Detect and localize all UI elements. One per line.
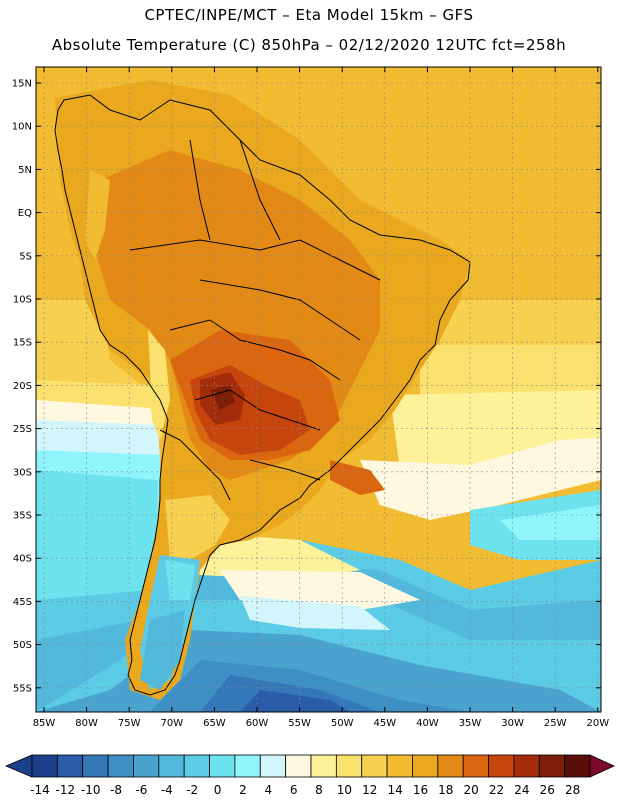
lon-label: 85W [33, 718, 56, 729]
colorbar-tick-label: 12 [362, 783, 377, 797]
lat-label: 20S [13, 381, 32, 392]
lat-label: 45S [13, 597, 32, 608]
colorbar-tick-label: 8 [315, 783, 323, 797]
lat-label: 10S [13, 295, 32, 306]
colorbar-swatch [412, 754, 439, 778]
title-line-1: CPTEC/INPE/MCT – Eta Model 15km – GFS [144, 6, 474, 24]
colorbar-tick-label: -6 [135, 783, 147, 797]
lon-label: 55W [288, 718, 311, 729]
colorbar-swatch [82, 754, 109, 778]
colorbar-swatch [310, 754, 337, 778]
lon-label: 30W [501, 718, 524, 729]
lat-label: 55S [13, 683, 32, 694]
colorbar-swatch [462, 754, 489, 778]
colorbar-swatch [209, 754, 236, 778]
colorbar-swatch [183, 754, 210, 778]
lat-label: 40S [13, 554, 32, 565]
colorbar-tick-label: -12 [56, 783, 76, 797]
colorbar-tick-label: -2 [186, 783, 198, 797]
colorbar [4, 754, 615, 778]
lon-label: 40W [416, 718, 439, 729]
colorbar-arrow-low [4, 754, 33, 778]
colorbar-tick-label: -14 [30, 783, 50, 797]
colorbar-tick-label: 14 [387, 783, 402, 797]
colorbar-tick-label: 24 [514, 783, 529, 797]
temperature-field [36, 67, 601, 712]
colorbar-tick-label: 6 [290, 783, 298, 797]
colorbar-swatch [31, 754, 58, 778]
colorbar-tick-label: 4 [264, 783, 272, 797]
colorbar-swatch [133, 754, 160, 778]
lat-label: EQ [18, 208, 32, 219]
colorbar-tick-label: 0 [214, 783, 222, 797]
lon-label: 70W [160, 718, 183, 729]
lon-label: 75W [118, 718, 141, 729]
lon-label: 25W [544, 718, 567, 729]
colorbar-swatch [361, 754, 388, 778]
colorbar-tick-label: 16 [413, 783, 428, 797]
lat-label: 25S [13, 424, 32, 435]
longitude-labels: 85W 80W 75W 70W 65W 60W 55W 50W 45W 40W 35W 30W 25W 2… [33, 718, 610, 729]
lat-label: 5N [18, 165, 32, 176]
colorbar-tick-label: 28 [565, 783, 580, 797]
colorbar-tick-label: 10 [337, 783, 352, 797]
lon-label: 50W [331, 718, 354, 729]
colorbar-swatch [107, 754, 134, 778]
colorbar-tick-label: 2 [239, 783, 247, 797]
colorbar-arrow-high [589, 754, 615, 778]
lat-label: 15N [12, 79, 32, 90]
colorbar-swatch [386, 754, 413, 778]
lat-label: 15S [13, 338, 32, 349]
lon-label: 35W [459, 718, 482, 729]
lat-label: 35S [13, 511, 32, 522]
colorbar-tick-label: 26 [540, 783, 555, 797]
colorbar-swatch [56, 754, 84, 778]
map-frame [35, 66, 602, 713]
lat-label: 5S [19, 251, 32, 262]
colorbar-tick-labels: -14 -12 -10 -8 -6 -4 -2 0 2 4 6 8 10 12 14 16 18 20 22 24 26… [30, 783, 580, 797]
colorbar-swatch [158, 754, 185, 778]
title-line-2: Absolute Temperature (C) 850hPa – 02/12/… [51, 36, 567, 54]
graticule [36, 67, 601, 712]
colorbar-swatch [234, 754, 261, 778]
colorbar-swatch [564, 754, 591, 778]
colorbar-swatch [437, 754, 464, 778]
colorbar-tick-label: -10 [81, 783, 101, 797]
colorbar-tick-label: 18 [438, 783, 453, 797]
colorbar-tick-label: 22 [489, 783, 504, 797]
colorbar-swatch [259, 754, 287, 778]
lon-label: 80W [75, 718, 98, 729]
colorbar-tick-label: -8 [110, 783, 122, 797]
lon-label: 60W [246, 718, 269, 729]
coastline [54, 94, 471, 696]
lat-label: 10N [12, 122, 32, 133]
lon-label: 65W [203, 718, 226, 729]
lat-label: 30S [13, 467, 32, 478]
latitude-labels: 15N 10N 5N EQ 5S 10S 15S 20S 25S 30S 35S 40S 45S 50S 5… [12, 79, 32, 695]
lat-label: 50S [13, 640, 32, 651]
colorbar-swatch [488, 754, 515, 778]
lon-label: 20W [586, 718, 609, 729]
colorbar-swatch [513, 754, 540, 778]
lon-label: 45W [373, 718, 396, 729]
colorbar-swatch [538, 754, 566, 778]
colorbar-tick-label: -4 [161, 783, 173, 797]
colorbar-swatch [285, 754, 312, 778]
colorbar-swatch [335, 754, 363, 778]
colorbar-tick-label: 20 [464, 783, 479, 797]
axis-ticks [36, 67, 601, 712]
